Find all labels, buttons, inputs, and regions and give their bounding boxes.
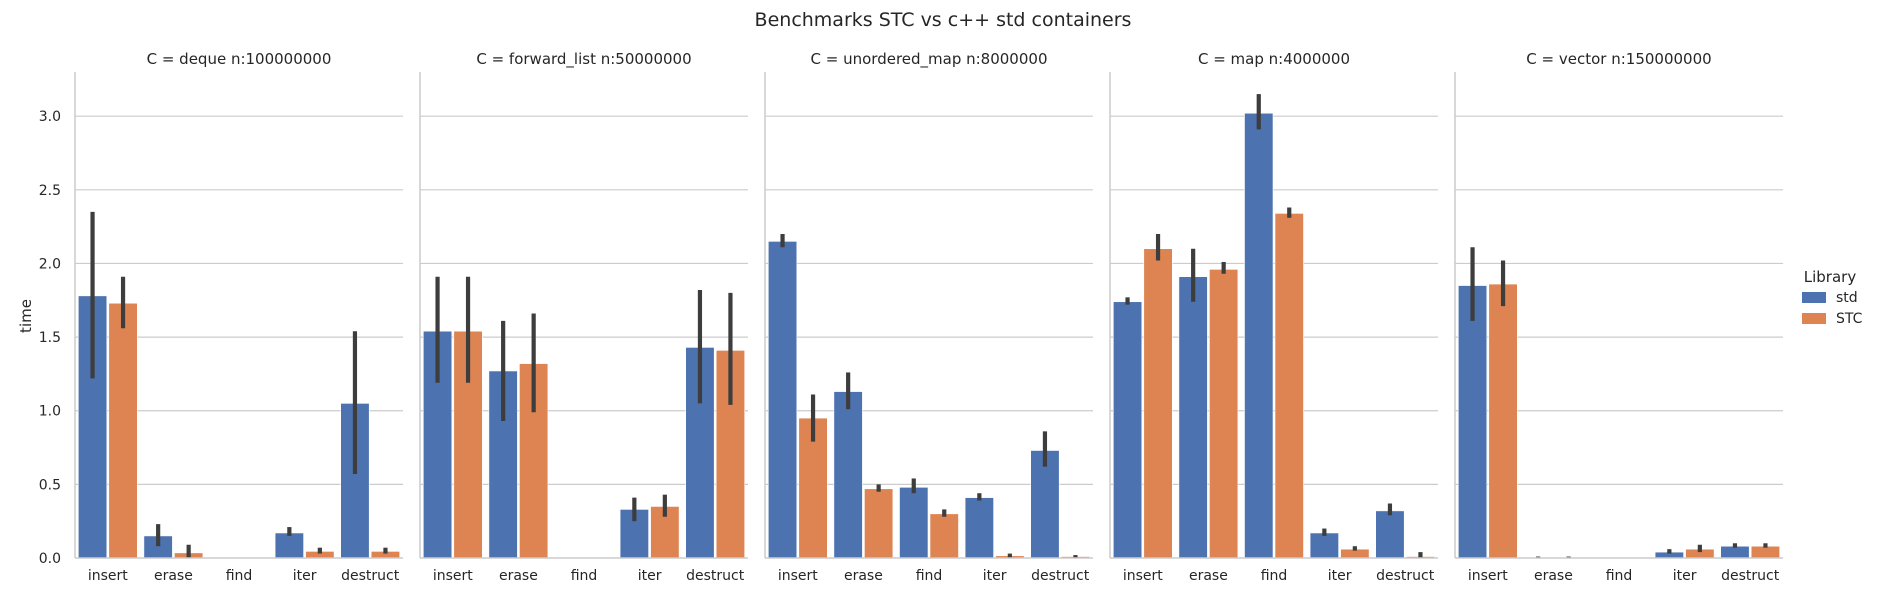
y-tick-labels: 0.0 0.5 1.0 1.5 2.0 2.5 3.0 (39, 109, 61, 567)
x-tick-erase: erase (844, 568, 883, 584)
x-tick-iter: iter (1328, 568, 1352, 584)
x-tick-erase: erase (499, 568, 538, 584)
bar-stc-erase (864, 488, 894, 559)
x-tick-insert: insert (88, 568, 128, 584)
panel-c-forward-list-n-50000000: insert erase find iter destruct C = forward_l… (419, 50, 748, 584)
bar-std-find (1244, 112, 1274, 559)
bar-stc-erase (1209, 269, 1239, 559)
bar-std-destruct (1375, 510, 1405, 559)
legend-title: Library (1804, 268, 1857, 286)
bar-stc-insert (108, 302, 138, 559)
panel-title: C = map n:4000000 (1198, 50, 1350, 68)
x-tick-find: find (226, 568, 253, 584)
bar-std-destruct (1030, 450, 1060, 559)
panel-c-vector-n-150000000: insert erase find iter destruct C = vector n:… (1454, 50, 1783, 584)
bar-std-destruct (1720, 545, 1750, 559)
bar-std-erase (1178, 276, 1208, 559)
bar-stc-insert (1488, 283, 1518, 559)
panel-title: C = vector n:150000000 (1526, 50, 1711, 68)
y-tick-label: 2.5 (39, 183, 61, 199)
panel-c-map-n-4000000: insert erase find iter destruct C = map n:400… (1109, 50, 1438, 584)
bar-stc-insert (1143, 248, 1173, 559)
bar-std-insert (767, 241, 798, 559)
y-tick-label: 3.0 (39, 109, 61, 125)
x-tick-insert: insert (1468, 568, 1508, 584)
bar-stc-find (1274, 213, 1304, 559)
legend: Library std STC (1802, 268, 1863, 327)
y-tick-label: 0.5 (39, 477, 61, 493)
bar-std-find (899, 487, 929, 559)
x-tick-iter: iter (1673, 568, 1697, 584)
bar-std-iter (1309, 532, 1339, 559)
bar-std-insert (1113, 301, 1143, 559)
panel-c-deque-n-100000000: insert erase find iter destruct C = deque n:1… (74, 50, 403, 584)
x-tick-iter: iter (638, 568, 662, 584)
x-tick-insert: insert (778, 568, 818, 584)
x-tick-erase: erase (1189, 568, 1228, 584)
legend-swatch-stc (1802, 313, 1826, 324)
y-tick-label: 1.0 (39, 404, 61, 420)
legend-swatch-std (1802, 292, 1826, 303)
chart-title: Benchmarks STC vs c++ std containers (755, 9, 1132, 31)
bar-std-insert (1458, 285, 1488, 559)
panel-title: C = unordered_map n:8000000 (811, 50, 1048, 69)
x-tick-destruct: destruct (1721, 568, 1780, 584)
bar-stc-find (929, 513, 959, 559)
y-tick-label: 2.0 (39, 256, 61, 272)
x-tick-erase: erase (154, 568, 193, 584)
x-tick-destruct: destruct (686, 568, 745, 584)
bar-stc-destruct (1750, 545, 1780, 559)
legend-label-std: std (1836, 290, 1858, 306)
y-axis-label: time (17, 299, 35, 333)
x-tick-iter: iter (293, 568, 317, 584)
x-tick-destruct: destruct (1376, 568, 1435, 584)
bar-std-erase (833, 391, 863, 559)
x-tick-find: find (916, 568, 943, 584)
y-tick-label: 1.5 (39, 330, 61, 346)
x-tick-find: find (1606, 568, 1633, 584)
panel-c-unordered-map-n-8000000: insert erase find iter destruct C = unordered… (764, 50, 1093, 584)
x-tick-insert: insert (433, 568, 473, 584)
x-tick-destruct: destruct (1031, 568, 1090, 584)
panel-title: C = deque n:100000000 (147, 50, 332, 68)
panel-title: C = forward_list n:50000000 (476, 50, 691, 69)
facet-panels: insert erase find iter destruct C = deque n:1… (39, 50, 1783, 584)
legend-label-stc: STC (1836, 311, 1863, 327)
y-tick-label: 0.0 (39, 551, 61, 567)
bar-std-iter (274, 532, 304, 559)
bar-std-iter (964, 497, 994, 559)
x-tick-erase: erase (1534, 568, 1573, 584)
x-tick-destruct: destruct (341, 568, 400, 584)
x-tick-insert: insert (1123, 568, 1163, 584)
x-tick-iter: iter (983, 568, 1007, 584)
x-tick-find: find (571, 568, 598, 584)
x-tick-find: find (1261, 568, 1288, 584)
